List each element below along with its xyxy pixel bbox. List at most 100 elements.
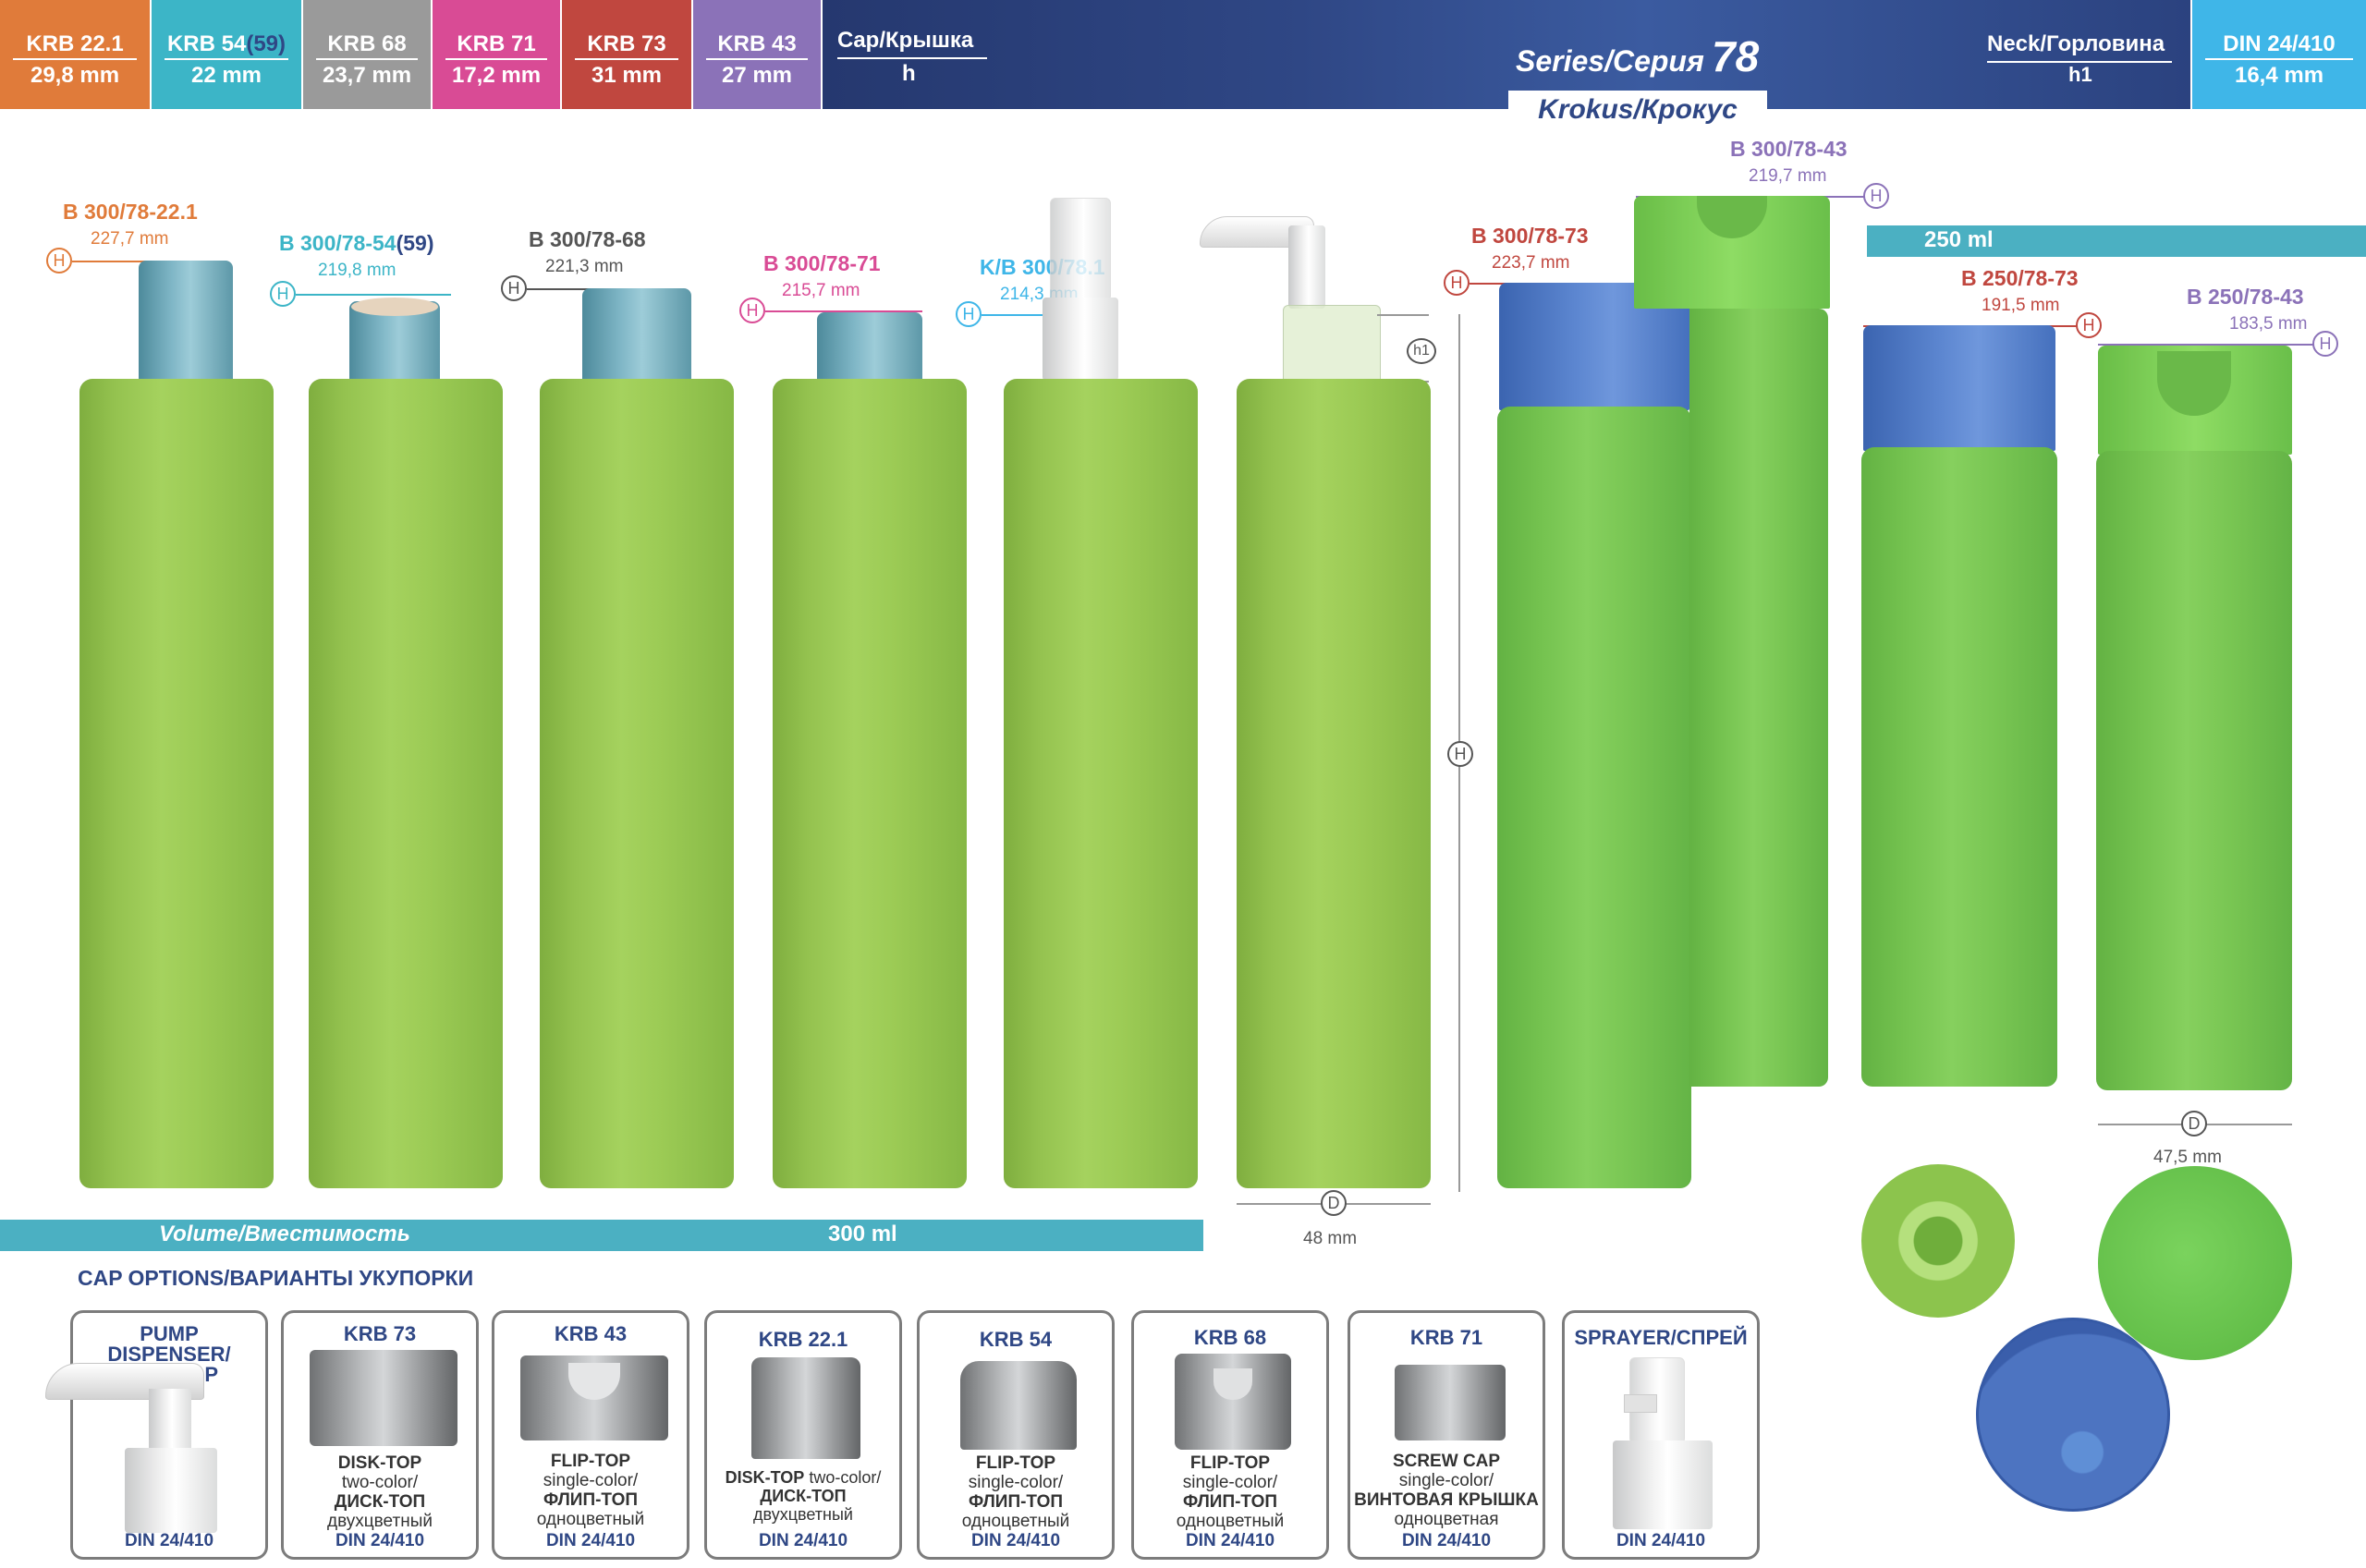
cap-krb-68-header: KRB 68 23,7 mm bbox=[303, 0, 431, 109]
cap-krb-71-header: KRB 71 17,2 mm bbox=[433, 0, 560, 109]
header-banner bbox=[823, 0, 2190, 109]
flip-notch bbox=[2157, 351, 2231, 416]
sprayer-nozzle-icon bbox=[1624, 1394, 1657, 1413]
height-marker: H bbox=[501, 275, 527, 301]
neck-line bbox=[1377, 314, 1429, 316]
cap-option-description: FLIP-TOP single-color/ФЛИП-ТОП одноцветный bbox=[961, 1453, 1070, 1531]
sprayer-collar bbox=[1043, 298, 1118, 381]
cap-krb-73-header: KRB 73 31 mm bbox=[562, 0, 691, 109]
volume-250: 250 ml bbox=[1924, 227, 1994, 252]
cap-option-description: FLIP-TOP single-color/ФЛИП-ТОП одноцветный bbox=[1176, 1453, 1285, 1531]
divider bbox=[2205, 58, 2353, 60]
cap-option-description: FLIP-TOP single-color/ФЛИП-ТОП одноцветный bbox=[536, 1452, 645, 1529]
height-marker: H bbox=[1863, 183, 1889, 209]
diameter-marker: D bbox=[2181, 1111, 2207, 1136]
cap-name: KRB 68 bbox=[327, 31, 407, 56]
cap-name: KRB 43 bbox=[717, 31, 797, 56]
cap-option-din: DIN 24/410 bbox=[545, 1531, 636, 1550]
bottle-code: B 300/78-43 bbox=[1730, 137, 1848, 161]
disk-top-cap-icon bbox=[310, 1350, 457, 1446]
cap-option-title: KRB 54 bbox=[979, 1328, 1053, 1351]
divider bbox=[165, 58, 288, 60]
cap-size: 29,8 mm bbox=[30, 63, 120, 88]
cap-size: 22 mm bbox=[190, 63, 262, 88]
cap-insert bbox=[351, 298, 438, 316]
height-marker: H bbox=[46, 248, 72, 273]
bottle-body bbox=[1004, 379, 1198, 1188]
height-line bbox=[765, 310, 922, 312]
cap-option-title: KRB 68 bbox=[1193, 1326, 1267, 1349]
cap-option-din: DIN 24/410 bbox=[970, 1531, 1061, 1550]
divider bbox=[316, 58, 418, 60]
bottle-body bbox=[309, 379, 503, 1188]
sprayer-head bbox=[1050, 198, 1111, 301]
cap-option-title: KRB 22.1 bbox=[758, 1328, 848, 1351]
bottle-code: B 300/78-22.1 bbox=[63, 200, 198, 224]
height-line bbox=[296, 294, 451, 296]
bottle-body bbox=[1237, 379, 1431, 1188]
cap-option-sprayer: SPRAYER/СПРЕЙ DIN 24/410 bbox=[1562, 1310, 1760, 1560]
cap-option-krb-22-1: KRB 22.1 DISK-TOP two-color/ДИСК-ТОП двух… bbox=[704, 1310, 902, 1560]
cap-option-pump: PUMP DISPENSER/ ДОЗАТОР DIN 24/410 bbox=[45, 1310, 268, 1560]
divider bbox=[13, 58, 137, 60]
divider bbox=[1987, 61, 2172, 63]
cap-option-krb-71: KRB 71 SCREW CAP single-color/ВИНТОВАЯ КР… bbox=[1348, 1310, 1545, 1560]
din-size: 16,4 mm bbox=[2234, 63, 2324, 88]
cap-option-din: DIN 24/410 bbox=[335, 1531, 425, 1550]
cap-option-title: KRB 73 bbox=[343, 1322, 417, 1345]
volume-label: Volume/Вместимость bbox=[159, 1222, 410, 1246]
cap-krb-43-header: KRB 43 27 mm bbox=[693, 0, 821, 109]
bottle-height: 223,7 mm bbox=[1492, 253, 1570, 273]
bottle-height: 219,8 mm bbox=[318, 261, 396, 280]
series-label: Series/Серия bbox=[1516, 44, 1704, 78]
cap-option-description: DISK-TOP two-color/ДИСК-ТОП двухцветный bbox=[327, 1453, 433, 1531]
bottle-body bbox=[540, 379, 734, 1188]
screw-cap-icon bbox=[1395, 1365, 1506, 1440]
cap-option-krb-68: KRB 68 FLIP-TOP single-color/ФЛИП-ТОП одно… bbox=[1131, 1310, 1329, 1560]
din-header: DIN 24/410 16,4 mm bbox=[2192, 0, 2366, 109]
height-marker: H bbox=[1444, 270, 1470, 296]
cap-name: KRB 71 bbox=[457, 31, 536, 56]
bottle-code: B 300/78-54(59) bbox=[279, 231, 434, 255]
height-marker: H bbox=[1447, 741, 1473, 767]
bottle-height: 227,7 mm bbox=[91, 229, 169, 249]
din-label: DIN 24/410 bbox=[2223, 31, 2336, 56]
bottle-height: 219,7 mm bbox=[1749, 166, 1827, 186]
cap-option-din: DIN 24/410 bbox=[758, 1531, 848, 1550]
flip-top-cap-icon bbox=[960, 1361, 1077, 1450]
diameter-marker: D bbox=[1321, 1190, 1347, 1216]
height-marker: H bbox=[956, 301, 982, 327]
divider bbox=[445, 58, 547, 60]
cap-size: 17,2 mm bbox=[451, 63, 542, 88]
disk-top-cap-icon bbox=[751, 1357, 860, 1459]
divider bbox=[837, 57, 987, 59]
bottle-body bbox=[2096, 451, 2292, 1090]
cap-option-krb-73: KRB 73 DISK-TOP two-color/ДИСК-ТОП двухцве… bbox=[281, 1310, 479, 1560]
height-marker: H bbox=[270, 281, 296, 307]
flip-top-cap bbox=[582, 288, 691, 381]
cap-option-din: DIN 24/410 bbox=[124, 1531, 214, 1550]
height-line bbox=[2098, 344, 2320, 346]
bottle-body bbox=[1689, 309, 1828, 1087]
pump-collar bbox=[1283, 305, 1381, 384]
cap-krb-22-1-header: KRB 22.1 29,8 mm bbox=[0, 0, 150, 109]
bottle-height: 183,5 mm bbox=[2229, 314, 2308, 334]
pump-stem-icon bbox=[149, 1389, 191, 1452]
top-view-disk-cap bbox=[1976, 1318, 2170, 1512]
disk-top-cap bbox=[139, 261, 233, 381]
series-name: Krokus/Крокус bbox=[1508, 91, 1767, 129]
neck-label: Neck/Горловина bbox=[1987, 31, 2165, 56]
cap-column-label: Cap/Крышка bbox=[837, 28, 974, 53]
divider bbox=[575, 58, 678, 60]
cap-name: KRB 73 bbox=[587, 31, 666, 56]
volume-band-250 bbox=[1867, 225, 2366, 257]
pump-stem bbox=[1288, 225, 1325, 309]
cap-krb-54-header: KRB 54(59) 22 mm bbox=[152, 0, 301, 109]
cap-option-din: DIN 24/410 bbox=[1401, 1531, 1492, 1550]
top-view-bottle bbox=[1861, 1164, 2015, 1318]
bottle-height: 191,5 mm bbox=[1982, 296, 2060, 315]
bottle-body bbox=[1497, 407, 1691, 1188]
bottle-body bbox=[1861, 447, 2057, 1087]
screw-cap bbox=[817, 312, 922, 381]
cap-option-description: SCREW CAP single-color/ВИНТОВАЯ КРЫШКА одн… bbox=[1354, 1452, 1539, 1529]
